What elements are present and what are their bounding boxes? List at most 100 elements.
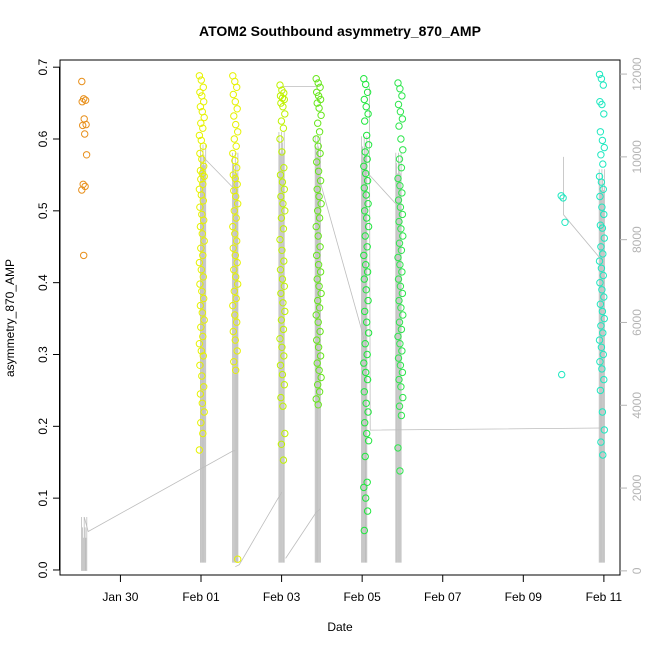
y2-tick-label: 4000: [630, 392, 644, 419]
data-point: [199, 251, 207, 260]
series-7: [557, 192, 569, 379]
data-point: [199, 429, 207, 438]
data-point: [231, 98, 240, 106]
series-5: [360, 75, 373, 535]
data-point: [279, 225, 288, 233]
data-point: [598, 136, 607, 145]
data-point: [229, 171, 238, 179]
data-point: [598, 408, 607, 416]
data-point: [231, 336, 240, 344]
data-point: [278, 343, 286, 351]
data-point: [317, 373, 325, 382]
data-point: [198, 309, 207, 317]
data-point: [314, 343, 323, 351]
data-point: [595, 70, 604, 79]
data-point: [397, 383, 405, 391]
data-point: [277, 289, 285, 298]
data-point: [600, 234, 608, 242]
data-point: [232, 366, 240, 374]
data-point: [398, 289, 407, 298]
overlay-connector-8: [563, 156, 603, 261]
x-axis: Jan 30 Feb 01 Feb 03 Feb 05 Feb 07 Feb 09 Feb …: [102, 575, 622, 604]
data-point: [234, 555, 242, 563]
data-point: [398, 115, 407, 123]
data-point: [197, 419, 205, 427]
data-point: [195, 446, 204, 454]
data-point: [316, 352, 325, 360]
data-point: [396, 340, 404, 348]
data-point: [597, 243, 605, 251]
data-point: [394, 275, 403, 283]
data-point: [82, 151, 91, 159]
data-point: [315, 366, 323, 374]
data-point: [199, 352, 208, 360]
series-4: [312, 75, 325, 409]
data-point: [396, 203, 405, 211]
data-point: [399, 393, 407, 402]
data-point: [396, 261, 404, 269]
data-point: [395, 296, 403, 305]
y-tick-label: 0.2: [36, 418, 50, 435]
data-point: [360, 95, 368, 104]
data-point: [363, 131, 371, 140]
data-point: [276, 235, 284, 244]
y2-tick-label: 0: [630, 567, 644, 574]
data-point: [278, 94, 287, 102]
data-point: [396, 361, 405, 369]
data-point: [233, 258, 241, 267]
data-point: [82, 120, 90, 129]
data-point: [229, 222, 237, 231]
y-tick-label: 0.1: [36, 489, 50, 506]
data-point: [360, 251, 368, 260]
data-point: [398, 347, 406, 355]
data-point: [315, 192, 323, 201]
data-point: [229, 327, 238, 336]
data-point: [230, 266, 238, 274]
data-point: [598, 100, 606, 109]
data-point: [280, 257, 288, 265]
data-point: [229, 301, 237, 310]
series-6: [394, 79, 407, 475]
data-point: [360, 359, 368, 367]
data-point: [398, 210, 407, 219]
data-point: [199, 83, 208, 92]
data-point: [197, 244, 205, 252]
data-point: [596, 192, 604, 201]
data-point: [561, 218, 569, 227]
data-point: [280, 185, 288, 194]
data-point: [313, 275, 321, 283]
data-point: [394, 354, 403, 362]
data-point: [280, 352, 288, 360]
data-point: [558, 370, 566, 379]
data-point: [596, 300, 605, 308]
data-point: [394, 100, 403, 109]
series-0: [78, 77, 91, 260]
data-point: [315, 214, 324, 222]
data-point: [599, 81, 607, 89]
data-point: [81, 96, 90, 104]
data-point: [598, 224, 607, 232]
data-point: [278, 178, 287, 186]
data-point: [198, 399, 207, 407]
series-3: [276, 81, 289, 464]
data-point: [600, 110, 608, 118]
data-point: [279, 402, 287, 410]
data-point: [279, 124, 288, 132]
data-point: [230, 358, 238, 366]
data-point: [199, 197, 208, 205]
data-point: [396, 467, 404, 475]
data-point: [362, 169, 370, 178]
data-point: [232, 120, 240, 129]
data-point: [196, 88, 204, 97]
data-point: [394, 444, 402, 452]
data-point: [395, 122, 403, 130]
data-point: [233, 237, 241, 245]
data-point: [229, 244, 238, 252]
data-point: [230, 207, 239, 215]
data-point: [199, 180, 207, 189]
x-axis-label: Date: [327, 620, 353, 634]
data-point: [364, 110, 372, 118]
data-point: [597, 438, 605, 446]
data-point: [599, 250, 607, 258]
